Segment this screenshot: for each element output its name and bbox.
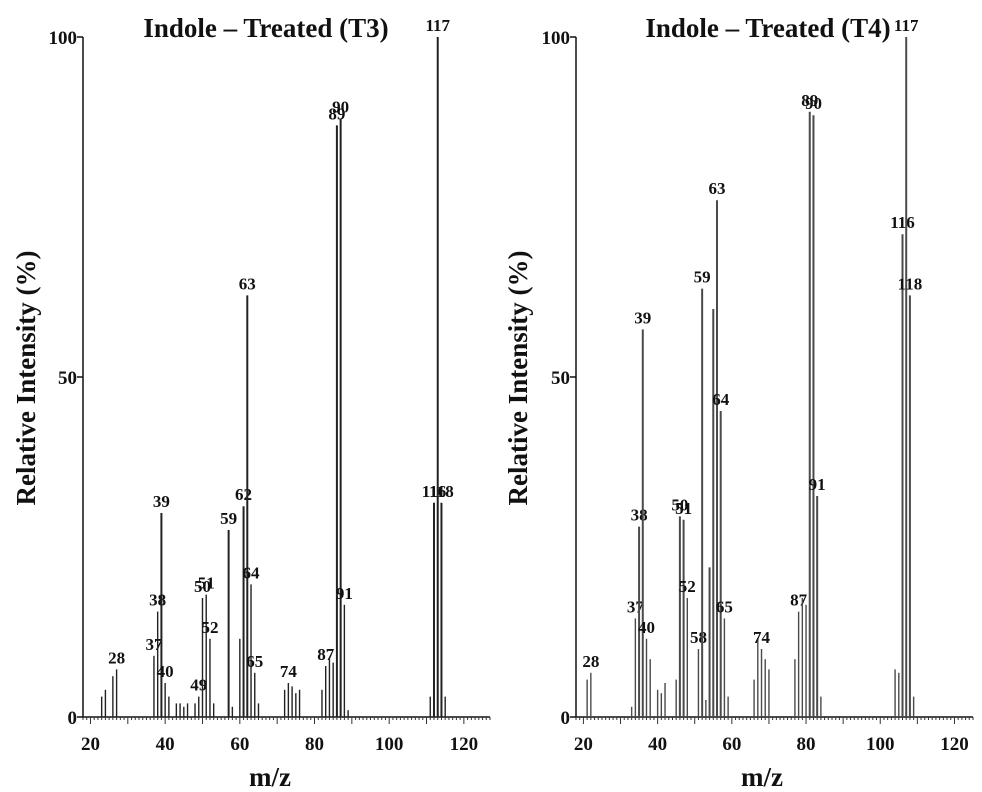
peak-label: 51 — [675, 499, 692, 518]
peak-label: 89 — [801, 91, 818, 110]
chart-title: Indole – Treated (T4) — [645, 13, 890, 43]
peak-label: 38 — [631, 506, 648, 525]
y-tick-label: 50 — [58, 368, 77, 389]
peak-label: 87 — [790, 591, 808, 610]
y-tick-label: 50 — [551, 368, 570, 389]
peak-label: 39 — [153, 492, 170, 511]
y-tick-label: 0 — [68, 708, 78, 729]
peak-label: 74 — [753, 628, 771, 647]
y-tick-label: 100 — [542, 28, 571, 49]
peak-label: 91 — [336, 584, 353, 603]
y-axis-label: Relative Intensity (%) — [11, 251, 41, 506]
peak-label: 49 — [190, 676, 207, 695]
x-axis-label: m/z — [741, 762, 783, 792]
peak-label: 58 — [690, 628, 707, 647]
x-tick-label: 40 — [156, 734, 175, 755]
peak-label: 52 — [679, 577, 696, 596]
peak-label: 63 — [708, 179, 725, 198]
x-axis-label: m/z — [249, 762, 291, 792]
peak-label: 74 — [280, 662, 298, 681]
peak-label: 39 — [634, 308, 651, 327]
x-tick-label: 60 — [230, 734, 249, 755]
peak-label: 64 — [243, 563, 261, 582]
x-tick-label: 80 — [797, 734, 816, 755]
peak-label: 64 — [712, 390, 730, 409]
peak-label: 65 — [716, 597, 733, 616]
peak-label: 50 — [671, 495, 688, 514]
peak-label: 117 — [425, 16, 450, 35]
peak-label: 52 — [201, 618, 218, 637]
peak-label: 51 — [198, 574, 215, 593]
peak-label: 37 — [627, 597, 645, 616]
peak-label: 116 — [422, 482, 447, 501]
x-tick-label: 20 — [81, 734, 100, 755]
peak-label: 28 — [582, 652, 599, 671]
peak-label: 37 — [145, 635, 163, 654]
peak-label: 59 — [220, 509, 237, 528]
peak-label: 40 — [638, 618, 655, 637]
chart-title: Indole – Treated (T3) — [143, 13, 388, 43]
x-tick-label: 120 — [450, 734, 479, 755]
x-tick-label: 100 — [375, 734, 404, 755]
y-tick-label: 0 — [561, 708, 571, 729]
y-axis-label: Relative Intensity (%) — [503, 251, 533, 506]
x-tick-label: 80 — [305, 734, 324, 755]
peak-label: 117 — [894, 16, 919, 35]
peak-label: 28 — [108, 648, 125, 667]
peak-label: 62 — [235, 485, 252, 504]
peak-label: 65 — [246, 652, 263, 671]
spectrum-panel-t3: Indole – Treated (T3) Relative Intensity… — [11, 13, 491, 792]
peak-label: 40 — [157, 662, 174, 681]
peak-label: 50 — [194, 577, 211, 596]
peak-label: 90 — [805, 94, 822, 113]
spectrum-panel-t4: Indole – Treated (T4) Relative Intensity… — [503, 13, 974, 792]
peak-label: 91 — [809, 475, 826, 494]
peak-label: 116 — [890, 213, 915, 232]
peak-label: 63 — [239, 274, 256, 293]
x-tick-label: 120 — [940, 734, 969, 755]
x-tick-label: 60 — [722, 734, 741, 755]
peak-label: 59 — [694, 268, 711, 287]
x-tick-label: 100 — [866, 734, 895, 755]
x-tick-label: 20 — [574, 734, 593, 755]
peak-label: 87 — [317, 645, 335, 664]
x-tick-label: 40 — [648, 734, 667, 755]
y-tick-label: 100 — [49, 28, 78, 49]
peak-label: 90 — [332, 98, 349, 117]
peak-label: 118 — [429, 482, 454, 501]
peak-label: 38 — [149, 591, 166, 610]
peak-label: 118 — [898, 274, 923, 293]
